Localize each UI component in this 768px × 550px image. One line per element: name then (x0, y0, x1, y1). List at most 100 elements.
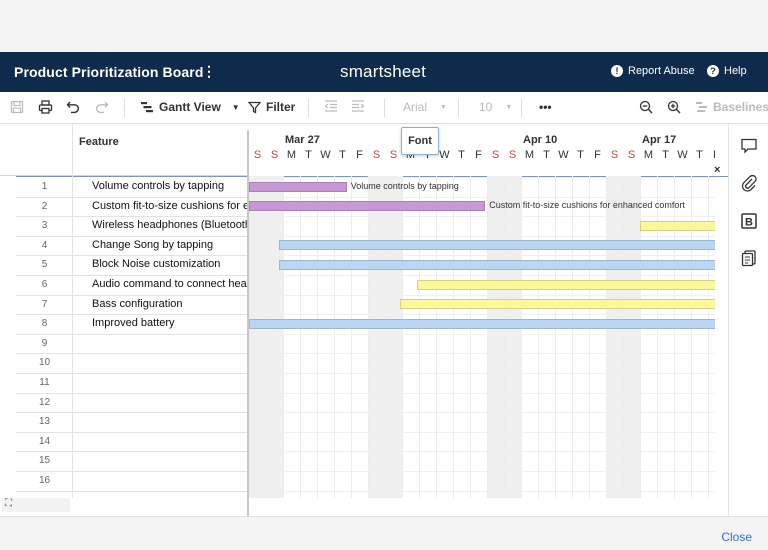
close-gantt-icon[interactable]: × (714, 164, 721, 176)
undo-icon[interactable] (66, 100, 80, 114)
row-gridline (249, 235, 715, 237)
row-gridline (249, 216, 715, 218)
zoom-out-icon[interactable] (639, 100, 653, 114)
summary-icon[interactable]: B (740, 212, 758, 230)
gantt-bar-label: Custom fit-to-size cushions for enhanced… (489, 200, 685, 211)
row-gridline (249, 451, 715, 453)
indent-icon[interactable] (351, 100, 365, 112)
gantt-bar[interactable] (278, 240, 715, 251)
day-gridline (266, 176, 267, 498)
day-label: T (424, 149, 431, 161)
expand-icon[interactable]: ⛶ (2, 498, 70, 512)
day-label: M (286, 149, 297, 161)
outdent-icon[interactable] (324, 100, 338, 112)
help-link[interactable]: ? Help (707, 65, 747, 77)
attachments-icon[interactable] (740, 174, 758, 192)
filter-button[interactable]: Filter (248, 100, 295, 114)
day-gridline (419, 176, 420, 498)
feature-cell[interactable]: Wireless headphones (Bluetooth (92, 219, 247, 232)
feature-cell[interactable]: Volume controls by tapping (92, 180, 225, 192)
day-label: T (458, 149, 465, 161)
day-gridline (521, 176, 522, 498)
font-size-value: 10 (479, 100, 493, 114)
font-size-select[interactable]: 10 ▼ (479, 100, 512, 114)
row-gridline (249, 275, 715, 276)
row-number: 2 (41, 200, 48, 212)
row-divider (16, 471, 248, 472)
day-gridline (351, 176, 352, 498)
day-label: F (356, 149, 363, 161)
help-icon: ? (707, 65, 719, 77)
day-gridline (589, 176, 590, 498)
close-button[interactable]: Close (721, 530, 752, 544)
feature-cell[interactable]: Audio command to connect headphones (92, 278, 247, 290)
row-gridline (249, 412, 715, 414)
more-button[interactable]: ••• (539, 100, 552, 114)
font-select-value: Arial (403, 100, 428, 114)
feature-cell[interactable]: Block Noise customization (92, 258, 221, 271)
row-gridline (249, 196, 715, 198)
day-gridline (402, 176, 403, 498)
day-label: W (320, 149, 331, 161)
day-label: F (475, 149, 482, 161)
day-gridline (436, 176, 437, 498)
gantt-bar[interactable] (249, 318, 715, 329)
row-gridline (249, 177, 715, 178)
day-gridline (691, 176, 692, 498)
day-label: T (577, 149, 584, 161)
chevron-down-icon: ▼ (505, 103, 513, 111)
gantt-bar[interactable] (278, 259, 715, 270)
comments-icon[interactable] (740, 137, 758, 155)
gantt-bar[interactable] (400, 299, 715, 310)
feature-cell[interactable]: Bass configuration (92, 297, 183, 310)
day-gridline (334, 176, 335, 498)
day-gridline (623, 176, 624, 498)
toolbar-divider (384, 99, 385, 117)
gantt-bar[interactable] (417, 279, 715, 290)
row-number: 8 (41, 318, 48, 330)
row-divider (16, 216, 248, 218)
sheet-title[interactable]: Product Prioritization Board (14, 64, 204, 80)
baselines-button[interactable]: Baselines (695, 100, 768, 114)
gantt-view-label: Gantt View (159, 100, 221, 114)
row-gridline (249, 255, 715, 257)
feature-column-header[interactable]: Feature (79, 136, 119, 148)
gantt-bar[interactable] (640, 220, 715, 231)
toolbar-divider (458, 99, 459, 117)
zoom-in-icon[interactable] (667, 100, 681, 114)
row-gridline (249, 392, 715, 394)
gantt-bar[interactable] (249, 201, 486, 212)
day-gridline (317, 176, 318, 498)
day-label: S (372, 149, 381, 161)
activity-log-icon[interactable] (740, 249, 758, 267)
day-label: W (677, 149, 688, 161)
feature-cell[interactable]: Change Song by tapping (92, 238, 214, 251)
gantt-view-button[interactable]: Gantt View ▼ (140, 100, 240, 114)
weekend-column (623, 176, 640, 498)
row-number: 15 (38, 455, 51, 467)
day-label: T (543, 149, 550, 161)
feature-cell[interactable]: Improved battery (92, 317, 175, 330)
day-gridline (538, 176, 539, 498)
day-label: S (253, 149, 262, 161)
row-divider (16, 333, 248, 335)
row-number: 13 (38, 416, 51, 428)
save-icon[interactable] (10, 100, 24, 114)
sheet-menu-icon[interactable]: ⋮ (202, 63, 216, 79)
font-select[interactable]: Arial ▼ (403, 100, 447, 114)
gantt-bar[interactable] (249, 181, 347, 192)
redo-icon[interactable] (95, 100, 109, 114)
grid-gantt-splitter[interactable] (247, 130, 249, 516)
toolbar-divider (124, 99, 125, 117)
day-label: T (662, 149, 669, 161)
day-gridline (283, 176, 284, 498)
feature-cell[interactable]: Custom fit-to-size cushions for enhanced… (92, 199, 247, 212)
print-icon[interactable] (38, 100, 53, 114)
row-divider (16, 373, 248, 374)
report-abuse-link[interactable]: ! Report Abuse (611, 65, 695, 77)
row-gridline (249, 490, 715, 492)
day-gridline (674, 176, 675, 498)
day-gridline (453, 176, 454, 498)
day-gridline (606, 176, 607, 498)
weekend-column (504, 176, 521, 498)
